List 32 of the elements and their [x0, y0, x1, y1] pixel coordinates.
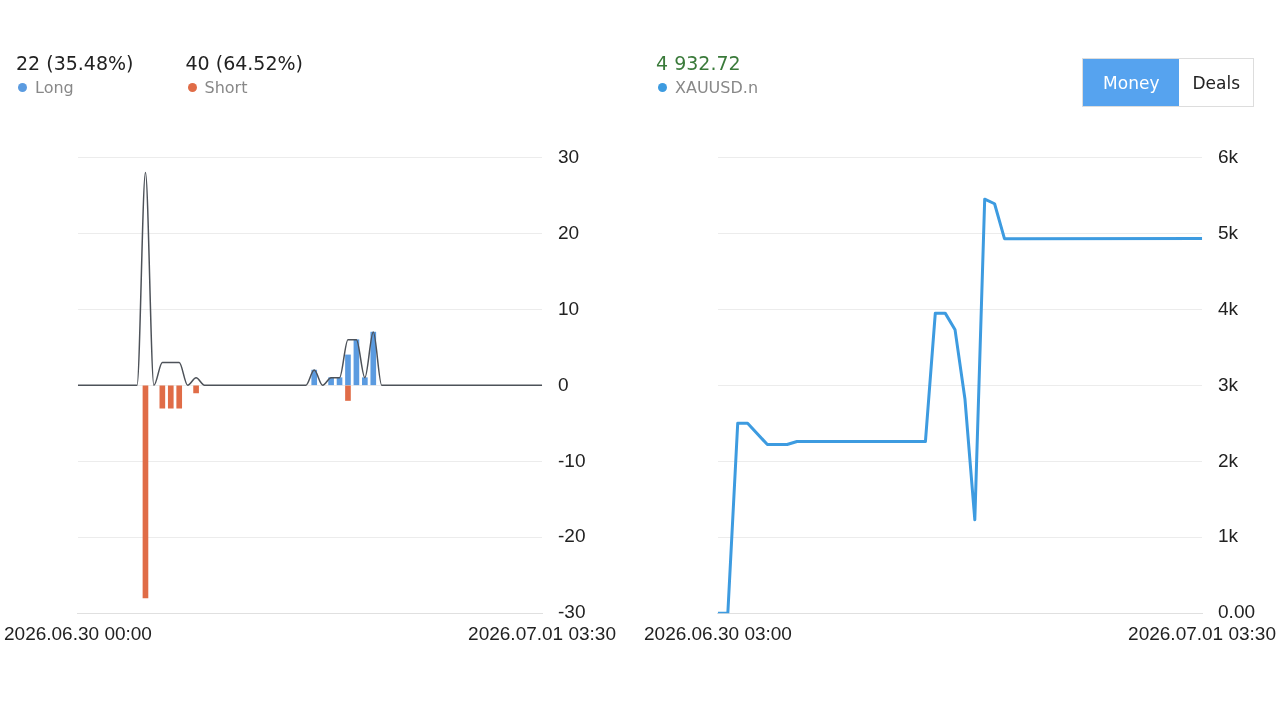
y-tick-label: -10 [558, 449, 586, 471]
y-tick-label: 4k [1218, 297, 1239, 319]
bar [167, 385, 174, 409]
y-tick-label: 30 [558, 145, 580, 167]
x-tick-label: 2026.07.01 03:30 [468, 622, 616, 644]
x-tick-label: 2026.07.01 03:30 [1128, 622, 1276, 644]
y-tick-label: 0 [558, 373, 569, 395]
y-tick-label: 20 [558, 221, 580, 243]
view-toggle: Money Deals [1082, 58, 1254, 107]
legend-label: Short [204, 78, 248, 97]
bar [176, 385, 183, 409]
y-tick-label: 6k [1218, 145, 1239, 167]
legend-label: Long [35, 78, 74, 97]
line-series [77, 171, 543, 387]
x-tick-label: 2026.06.30 03:00 [644, 622, 792, 644]
bar [345, 354, 351, 386]
text: 40 (64.52%) [185, 52, 303, 74]
y-tick-label: -20 [558, 525, 586, 547]
bar [345, 385, 351, 401]
x-tick-label: 2026.06.30 00:00 [4, 622, 152, 644]
y-tick-label: 3k [1218, 373, 1239, 395]
y-tick-label: 1k [1218, 525, 1239, 547]
text: 4 932.72 [656, 52, 742, 74]
text: 22 (35.48%) [16, 52, 134, 74]
bar [362, 377, 368, 386]
bar [193, 385, 199, 394]
y-tick-label: 5k [1218, 221, 1239, 243]
y-tick-label: 2k [1218, 449, 1239, 471]
y-tick-label: 10 [558, 297, 580, 319]
y-tick-label: 0.00 [1218, 601, 1256, 623]
legend-label: XAUUSD.n [675, 78, 759, 97]
y-tick-label: -30 [558, 601, 586, 623]
